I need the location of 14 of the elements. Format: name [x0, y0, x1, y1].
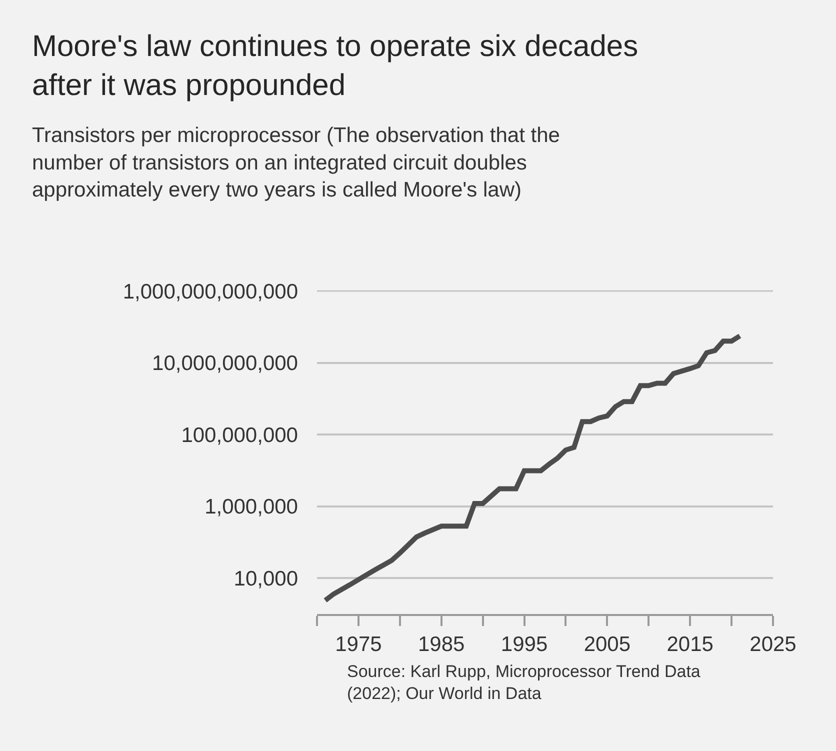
chart-subtitle: Transistors per microprocessor (The observation that the number of transistors on an integrated circuit doubles approximately every two years is called Moore's law)	[32, 124, 560, 202]
x-tick-label: 1985	[418, 633, 465, 656]
y-tick-label: 1,000,000	[204, 496, 298, 519]
y-tick-label: 10,000	[234, 567, 298, 590]
y-tick-label: 100,000,000	[181, 424, 298, 447]
x-tick-label: 2015	[666, 633, 714, 656]
chart-title: Moore's law continues to operate six decades after it was propounded	[32, 30, 638, 102]
x-tick-label: 2005	[584, 633, 631, 656]
x-tick-label: 1995	[500, 633, 548, 656]
source-note: Source: Karl Rupp, Microprocessor Trend Data (2022); Our World in Data	[347, 662, 701, 704]
x-tick-label: 2025	[750, 633, 796, 656]
y-tick-label: 10,000,000,000	[152, 352, 298, 376]
y-tick-label: 1,000,000,000,000	[122, 280, 298, 304]
x-tick-label: 1975	[335, 633, 382, 656]
